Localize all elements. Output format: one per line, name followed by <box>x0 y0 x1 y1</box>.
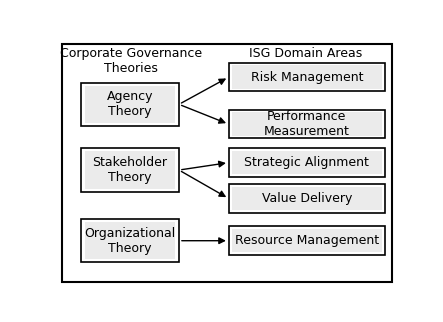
Text: ISG Domain Areas: ISG Domain Areas <box>249 47 363 60</box>
Text: Corporate Governance
Theories: Corporate Governance Theories <box>60 47 202 75</box>
Bar <box>229 226 385 255</box>
Text: Strategic Alignment: Strategic Alignment <box>245 156 369 169</box>
Bar <box>85 151 175 189</box>
Text: Resource Management: Resource Management <box>235 234 379 247</box>
Bar <box>232 229 381 252</box>
Text: Stakeholder
Theory: Stakeholder Theory <box>93 156 167 184</box>
Bar <box>229 110 385 138</box>
Bar <box>81 148 179 192</box>
Bar <box>81 219 179 262</box>
Bar <box>85 222 175 260</box>
Text: Agency
Theory: Agency Theory <box>107 90 153 118</box>
Bar <box>232 112 381 136</box>
Bar <box>229 63 385 91</box>
Bar <box>229 184 385 213</box>
Bar <box>232 187 381 210</box>
Text: Organizational
Theory: Organizational Theory <box>85 227 176 255</box>
Bar <box>85 86 175 123</box>
Text: Value Delivery: Value Delivery <box>262 192 352 205</box>
Text: Risk Management: Risk Management <box>251 71 363 84</box>
Bar <box>229 148 385 177</box>
Bar <box>232 151 381 175</box>
Bar <box>232 65 381 89</box>
Bar <box>81 83 179 126</box>
Text: Performance
Measurement: Performance Measurement <box>264 110 350 138</box>
